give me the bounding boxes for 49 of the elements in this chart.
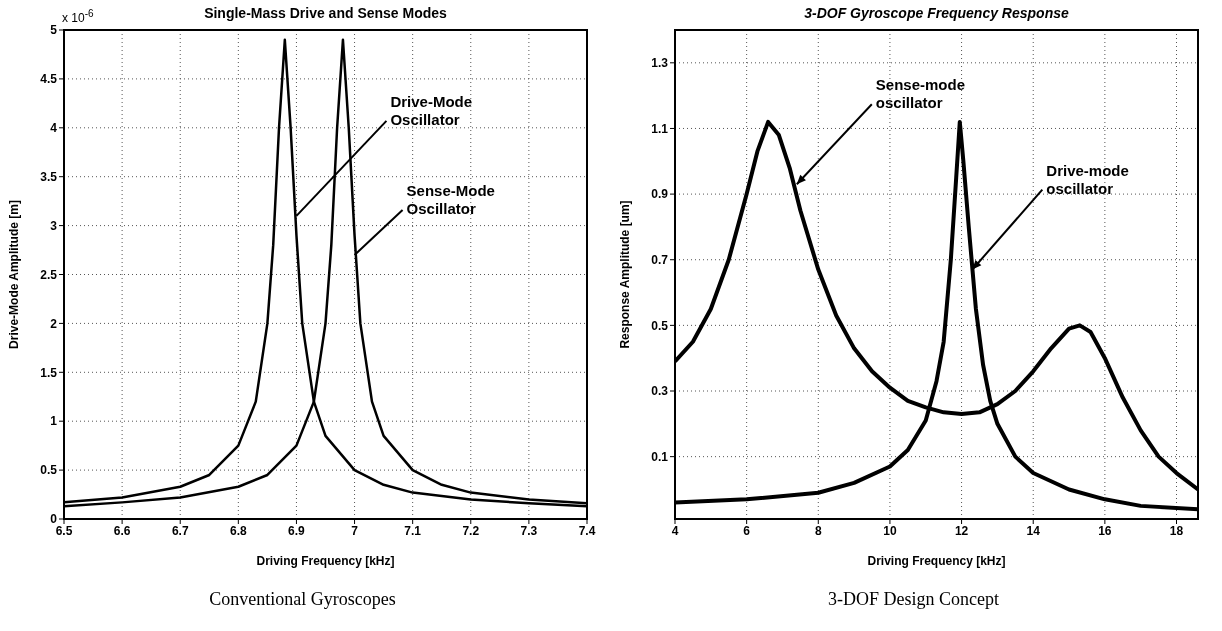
x-tick-label: 12 xyxy=(954,523,969,538)
text: Conventional Gyroscopes xyxy=(208,589,397,610)
y-tick-label: 0.7 xyxy=(651,252,669,267)
y-tick-label: 0.5 xyxy=(40,463,58,478)
annotation: Drive-mode oscillator xyxy=(1046,161,1129,197)
x-tick-label: 6.8 xyxy=(229,523,247,538)
y-tick-label: 1.3 xyxy=(651,56,669,71)
x-tick-label: 6.5 xyxy=(55,523,73,538)
annotation: Sense-Mode Oscillator xyxy=(406,181,495,217)
y-tick-label: 3 xyxy=(50,218,58,233)
y-tick-label: 4 xyxy=(50,121,58,136)
annotation: Drive-Mode Oscillator xyxy=(390,92,473,128)
annotation: Sense-mode oscillator xyxy=(875,76,965,112)
x-tick-label: 10 xyxy=(883,523,897,538)
x-tick-label: 18 xyxy=(1169,523,1184,538)
x-tick-label: 6 xyxy=(743,523,751,538)
y-tick-label: 5 xyxy=(50,23,58,38)
x-tick-label: 8 xyxy=(814,523,822,538)
y-tick-label: 3.5 xyxy=(40,169,58,184)
x-tick-label: 7.3 xyxy=(520,523,538,538)
x-tick-label: 7.2 xyxy=(462,523,480,538)
x-axis-title: Driving Frequency [kHz] xyxy=(867,554,1006,568)
y-tick-label: 2.5 xyxy=(40,267,58,282)
y-tick-label: 0.1 xyxy=(651,449,669,464)
x-tick-label: 16 xyxy=(1098,523,1112,538)
y-axis-title: Response Amplitude [um] xyxy=(618,200,633,349)
y-tick-label: 2 xyxy=(50,316,58,331)
y-axis-title: Drive-Mode Amplitude [m] xyxy=(7,200,22,349)
y-tick-label: 0 xyxy=(50,512,58,527)
chart-title: 3-DOF Gyroscope Frequency Response xyxy=(804,5,1069,21)
y-tick-label: 1.5 xyxy=(40,365,58,380)
x-axis-title: Driving Frequency [kHz] xyxy=(256,554,395,568)
x-tick-label: 6.6 xyxy=(113,523,131,538)
y-tick-label: 0.5 xyxy=(651,318,669,333)
y-tick-label: 1.1 xyxy=(651,121,669,136)
x-tick-label: 4 xyxy=(671,523,679,538)
text: x 10$^{-6}$ xyxy=(62,8,94,25)
x-tick-label: 6.9 xyxy=(288,523,306,538)
y-tick-label: 0.3 xyxy=(651,384,669,399)
text: 3-DOF Design Concept xyxy=(827,589,1000,610)
y-tick-label: 0.9 xyxy=(651,187,669,202)
x-tick-label: 7 xyxy=(351,523,359,538)
x-tick-label: 7.4 xyxy=(578,523,596,538)
x-tick-label: 14 xyxy=(1026,523,1041,538)
chart-title: Single-Mass Drive and Sense Modes xyxy=(204,5,448,21)
y-tick-label: 1 xyxy=(50,414,58,429)
y-tick-label: 4.5 xyxy=(40,72,58,87)
x-tick-label: 6.7 xyxy=(171,523,189,538)
x-tick-label: 7.1 xyxy=(404,523,422,538)
